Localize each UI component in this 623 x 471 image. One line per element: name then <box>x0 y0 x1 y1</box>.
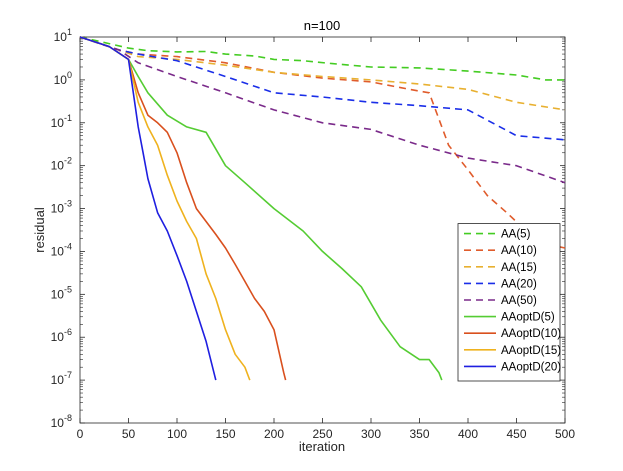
legend-label: AA(5) <box>501 229 531 241</box>
x-tick-label: 400 <box>458 427 478 441</box>
y-tick-label: 10-2 <box>51 156 72 173</box>
y-tick-label: 10-5 <box>51 284 72 301</box>
y-tick-label: 10-6 <box>51 327 72 344</box>
legend-label: AAoptD(15) <box>501 345 561 357</box>
series-line-aaoptd-5 <box>79 36 443 381</box>
x-tick-label: 0 <box>77 427 84 441</box>
x-tick-label: 350 <box>409 427 429 441</box>
y-tick-label: 10-8 <box>51 413 72 430</box>
y-tick-label: 101 <box>54 27 72 44</box>
legend-label: AAoptD(5) <box>501 312 555 324</box>
y-tick-label: 10-3 <box>51 199 72 216</box>
y-axis-title: residual <box>32 207 47 253</box>
legend-label: AAoptD(10) <box>501 328 561 340</box>
series-group <box>79 36 566 381</box>
series-line-aa-15 <box>79 36 566 111</box>
chart-title: n=100 <box>304 18 341 33</box>
series-line-aa-50 <box>79 36 566 184</box>
series-line-aaoptd-15 <box>79 36 251 381</box>
legend: AA(5) AA(10) AA(15) AA(20) AA(50) AAoptD(5) AA… <box>457 223 561 382</box>
x-axis-title: iteration <box>299 439 345 454</box>
legend-label: AA(10) <box>501 245 537 257</box>
y-tick-label: 10-4 <box>51 241 72 258</box>
series-line-aa-10 <box>79 36 566 249</box>
x-tick-label: 100 <box>167 427 187 441</box>
x-tick-label: 500 <box>555 427 575 441</box>
legend-label: AA(50) <box>501 295 537 307</box>
series-line-aa-5 <box>79 36 565 81</box>
ticks-group: 0 50 100 150 200 250 300 350 400 450 500 10-8 10-7 10… <box>51 27 576 441</box>
x-tick-label: 50 <box>122 427 136 441</box>
series-line-aaoptd-10 <box>79 36 287 381</box>
x-tick-label: 250 <box>312 427 332 441</box>
legend-label: AAoptD(20) <box>501 361 561 373</box>
y-tick-label: 10-7 <box>51 370 72 387</box>
x-tick-label: 200 <box>264 427 284 441</box>
series-line-aaoptd-20 <box>79 36 217 381</box>
x-tick-label: 150 <box>215 427 235 441</box>
legend-label: AA(15) <box>501 262 537 274</box>
x-tick-label: 450 <box>506 427 526 441</box>
y-tick-label: 10-1 <box>51 113 72 130</box>
legend-label: AA(20) <box>501 278 537 290</box>
x-tick-label: 300 <box>361 427 381 441</box>
y-tick-label: 100 <box>54 70 72 87</box>
legend-box <box>457 223 561 382</box>
